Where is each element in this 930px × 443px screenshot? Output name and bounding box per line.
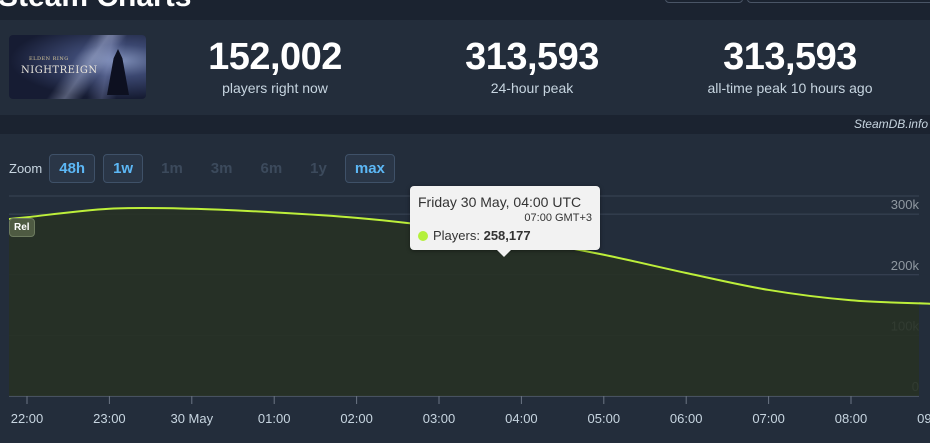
page-title: Steam Charts (0, 0, 191, 14)
series-dot-icon (418, 231, 428, 241)
x-tick-label: 07:00 (752, 411, 785, 426)
stat-current-players: 152,002 players right now (175, 37, 375, 97)
x-tick-label: 23:00 (93, 411, 126, 426)
zoom-controls: Zoom 48h 1w 1m 3m 6m 1y max (9, 154, 403, 183)
stat-value: 152,002 (208, 36, 342, 78)
top-bar: Steam Charts (0, 0, 930, 20)
zoom-button-1m[interactable]: 1m (161, 160, 183, 177)
x-tick-label: 02:00 (340, 411, 373, 426)
x-tick-label: 08:00 (835, 411, 868, 426)
x-tick-label: 04:00 (505, 411, 538, 426)
zoom-label: Zoom (9, 161, 43, 176)
stats-panel: ELDEN RING NIGHTREIGN 152,002 players ri… (0, 20, 930, 115)
x-tick-label: 22:00 (11, 411, 44, 426)
y-tick-label: 200k (891, 258, 920, 273)
stat-label: players right now (222, 80, 328, 96)
tooltip-series-label: Players: (433, 228, 480, 243)
game-logo-main: NIGHTREIGN (21, 65, 98, 76)
credit-bar: SteamDB.info (0, 115, 930, 134)
release-flag[interactable]: Rel (9, 218, 35, 237)
series-area-players (9, 207, 930, 396)
zoom-button-6m[interactable]: 6m (260, 160, 283, 177)
steamdb-credit[interactable]: SteamDB.info (853, 117, 928, 131)
header-button[interactable] (665, 0, 743, 3)
x-tick-label: 01:00 (258, 411, 291, 426)
stat-24h-peak: 313,593 24-hour peak (432, 37, 632, 97)
x-tick-label: 09:00 (917, 411, 930, 426)
zoom-button-3m[interactable]: 3m (210, 160, 233, 177)
chart-tooltip: Friday 30 May, 04:00 UTC 07:00 GMT+3 Pla… (410, 186, 600, 257)
x-tick-label: 06:00 (670, 411, 703, 426)
stat-all-time-peak: 313,593 all-time peak 10 hours ago (680, 37, 900, 97)
tooltip-value: 258,177 (483, 228, 531, 243)
tooltip-title: Friday 30 May, 04:00 UTC (418, 194, 582, 210)
zoom-button-max[interactable]: max (344, 154, 395, 183)
tooltip-local-time: 07:00 GMT+3 (524, 212, 592, 224)
game-logo-top: ELDEN RING (29, 56, 69, 62)
x-tick-label: 05:00 (588, 411, 621, 426)
game-thumbnail[interactable]: ELDEN RING NIGHTREIGN (9, 35, 146, 99)
stat-value: 313,593 (465, 36, 599, 78)
header-search-box[interactable] (747, 0, 930, 3)
x-tick-label: 30 May (170, 411, 213, 426)
zoom-button-1y[interactable]: 1y (310, 160, 327, 177)
x-tick-label: 03:00 (423, 411, 456, 426)
y-tick-label: 300k (891, 197, 920, 212)
zoom-button-1w[interactable]: 1w (103, 154, 144, 183)
stat-value: 313,593 (723, 36, 857, 78)
stat-label: all-time peak 10 hours ago (707, 80, 873, 96)
zoom-button-48h[interactable]: 48h (49, 154, 96, 183)
stat-label: 24-hour peak (490, 80, 574, 96)
tooltip-value-row: Players: 258,177 (418, 228, 531, 243)
